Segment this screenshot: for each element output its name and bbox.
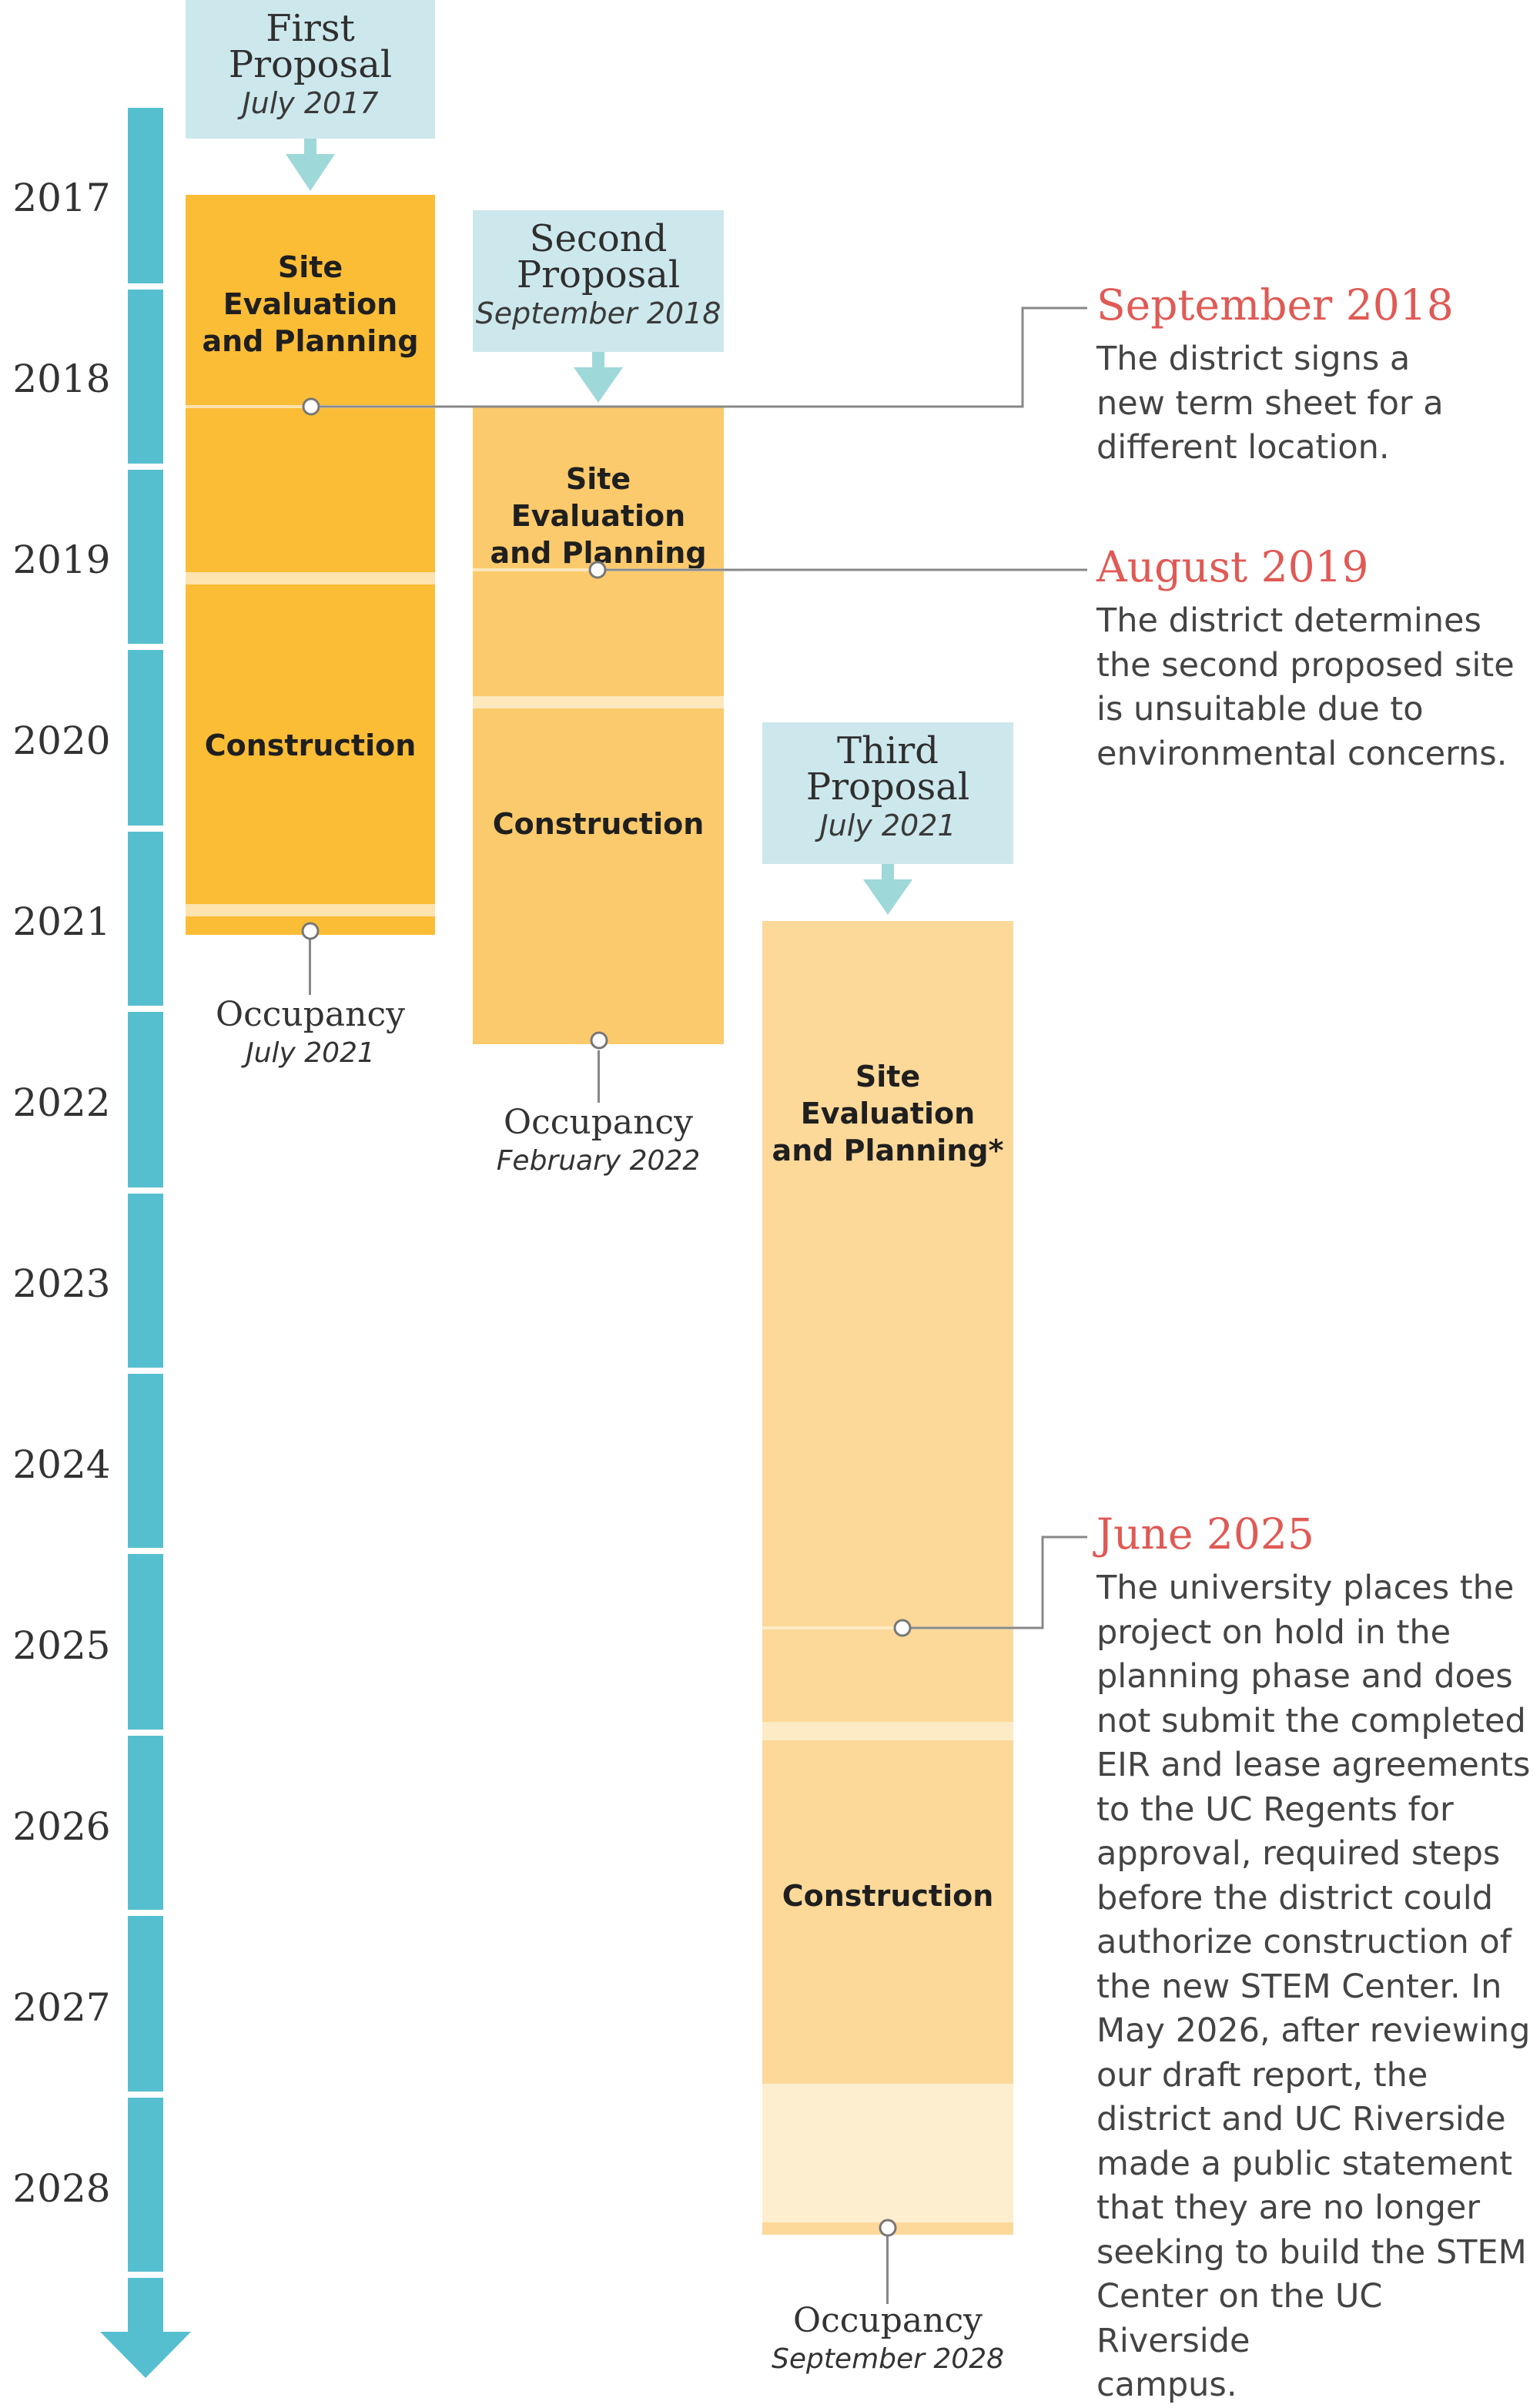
occupancy-marker-icon [301,922,320,940]
third-phase-site-evaluation: Site Evaluation and Planning* [762,921,1013,1722]
divider [762,1722,1013,1740]
second-proposal-header: Second Proposal September 2018 [473,210,724,352]
phase-label: Site Evaluation and Planning [202,250,419,358]
third-phase-construction: Construction [762,1740,1013,2084]
axis-segment [128,1736,163,1910]
divider [473,696,724,708]
phase-label: Construction [492,807,705,841]
axis-segment [128,2098,163,2272]
occupancy-title: Occupancy [216,995,405,1034]
first-phase-construction: Construction [186,584,435,904]
axis-segment [128,1374,163,1548]
connector-line [309,933,311,995]
occupancy-marker-icon [590,1031,608,1050]
proposal-title: Second Proposal [516,217,681,296]
occupancy-date: September 2028 [771,2343,1005,2375]
down-arrow-icon [286,139,335,191]
divider [186,904,435,916]
axis-segment [128,2278,163,2335]
axis-segment [128,108,163,283]
proposal-date: July 2017 [242,86,379,120]
event-text-jun-2025: The university places the project on hol… [1096,1569,1531,2404]
third-proposal-header: Third Proposal July 2021 [762,722,1013,864]
proposal-date: September 2018 [475,296,721,330]
event-title-sep-2018: September 2018 [1096,280,1454,330]
year-label: 2025 [12,1623,111,1668]
event-text-aug-2019: The district determines the second propo… [1096,601,1515,773]
year-label: 2023 [12,1261,111,1306]
proposal-title: First Proposal [228,7,393,86]
year-label: 2020 [12,718,111,763]
year-label: 2018 [12,357,111,401]
axis-segment [128,1916,163,2092]
first-proposal-header: First Proposal July 2017 [186,0,435,139]
occupancy-title: Occupancy [793,2301,983,2340]
occupancy-date: February 2022 [496,1145,701,1177]
axis-segment [128,832,163,1006]
down-arrow-icon [574,352,623,403]
year-label: 2017 [12,176,111,220]
year-label: 2027 [12,1985,111,2030]
second-phase-site-evaluation: Site Evaluation and Planning [473,407,724,696]
event-title-jun-2025: June 2025 [1096,1509,1314,1559]
axis-segment [128,1554,163,1730]
occupancy-date: July 2021 [246,1037,375,1069]
occupancy-title: Occupancy [504,1103,693,1142]
axis-segment [128,1194,163,1368]
second-occupancy: Occupancy February 2022 [462,1103,735,1177]
axis-segment [128,290,163,464]
year-label: 2019 [12,538,111,582]
third-occupancy: Occupancy September 2028 [747,2301,1029,2375]
year-label: 2028 [12,2166,111,2211]
down-arrow-icon [863,864,912,915]
event-title-aug-2019: August 2019 [1096,542,1369,591]
year-label: 2024 [12,1442,111,1487]
occupancy-marker-icon [879,2219,897,2237]
divider [186,572,435,584]
proposal-title: Third Proposal [805,729,970,809]
year-label: 2026 [12,1804,111,1849]
first-occupancy: Occupancy July 2021 [186,995,435,1069]
first-phase-site-evaluation: Site Evaluation and Planning [186,195,435,572]
axis-arrow-icon [100,2332,191,2378]
phase-label: Construction [204,728,417,762]
event-text-sep-2018: The district signs a new term sheet for … [1096,340,1444,467]
proposal-date: July 2021 [819,809,956,842]
year-label: 2022 [12,1080,111,1125]
connector-line [598,1050,600,1103]
axis-segment [128,470,163,644]
axis-segment [128,1012,163,1187]
connector-line [886,2235,889,2304]
phase-label: Site Evaluation and Planning* [772,1060,1004,1167]
axis-segment [128,650,163,826]
phase-label: Construction [782,1879,994,1913]
phase-label: Site Evaluation and Planning [490,462,707,570]
year-label: 2021 [12,899,111,944]
second-phase-construction: Construction [473,708,724,1044]
third-phase-projected [762,2084,1013,2222]
